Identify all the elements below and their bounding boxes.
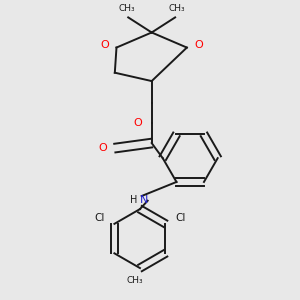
Text: O: O — [100, 40, 109, 50]
Text: N: N — [140, 195, 148, 205]
Text: CH₃: CH₃ — [127, 276, 143, 285]
Text: O: O — [134, 118, 142, 128]
Text: Cl: Cl — [176, 213, 186, 223]
Text: O: O — [99, 143, 107, 153]
Text: H: H — [130, 195, 137, 205]
Text: Cl: Cl — [94, 213, 104, 223]
Text: CH₃: CH₃ — [118, 4, 135, 14]
Text: CH₃: CH₃ — [169, 4, 185, 14]
Text: O: O — [194, 40, 203, 50]
